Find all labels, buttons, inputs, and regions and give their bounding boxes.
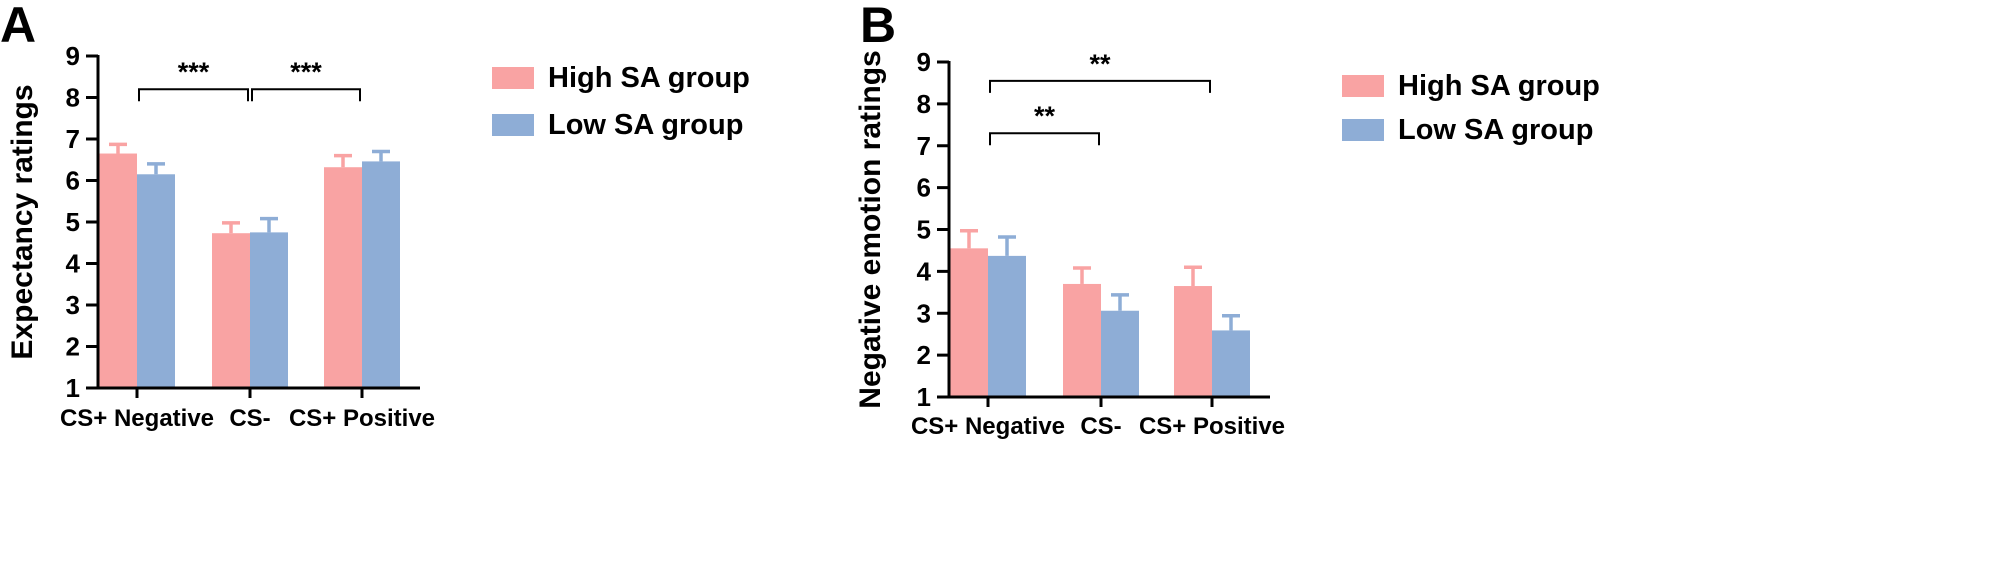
x-category-label: CS+ Positive [1139,413,1285,440]
y-tick-label: 3 [917,298,931,328]
significance-bracket: *** [251,57,361,102]
y-tick-label: 3 [66,290,80,320]
bar-high-sa-group-2 [324,167,362,388]
legend-label: High SA group [548,62,750,94]
significance-label: ** [1034,101,1056,131]
y-tick-label: 6 [917,173,931,203]
y-tick-label: 1 [66,373,80,403]
significance-label: *** [290,57,322,87]
significance-label: ** [1089,49,1111,79]
bar-high-sa-group-1 [1063,283,1101,397]
significance-bracket: *** [138,57,249,102]
y-tick-label: 4 [66,249,81,279]
significance-label: *** [178,57,210,87]
bar-high-sa-group-0 [950,248,988,397]
bracket-line [989,132,1100,146]
bar-low-sa-group-2 [1212,330,1250,397]
chart-panel-a: A 1 2 3 4 5 6 7 8 9 CS+ Negative CS- CS+ Positive Exp… [0,0,750,432]
legend-label: Low SA group [1398,114,1593,146]
bar-low-sa-group-2 [362,161,400,388]
y-axis-title: Negative emotion ratings [854,50,887,408]
legend: High SA group Low SA group [492,62,750,141]
bracket-line [989,79,1211,93]
legend-swatch-low-sa-group [1342,119,1384,141]
legend-swatch-high-sa-group [1342,75,1384,97]
legend: High SA group Low SA group [1342,70,1600,146]
bracket-line [251,88,361,102]
y-tick-label: 5 [66,207,80,237]
y-tick-label: 8 [917,89,931,119]
legend-label: Low SA group [548,109,743,141]
legend-swatch-low-sa-group [492,114,534,136]
bar-low-sa-group-0 [137,174,175,388]
x-category-label: CS- [229,405,270,432]
y-tick-label: 7 [917,131,931,161]
panel-letter: A [0,0,36,53]
legend-label: High SA group [1398,70,1600,102]
y-tick-label: 4 [917,256,932,286]
y-tick-label: 5 [917,215,931,245]
y-tick-label: 2 [66,332,80,362]
bar-high-sa-group-1 [212,233,250,388]
legend-swatch-high-sa-group [492,67,534,89]
bar-high-sa-group-0 [99,153,137,388]
panel-letter: B [860,0,896,53]
bar-low-sa-group-1 [250,232,288,388]
x-category-label: CS- [1080,413,1121,440]
y-tick-label: 8 [66,83,80,113]
significance-bracket: ** [989,49,1211,93]
y-axis-title: Expectancy ratings [6,84,39,359]
y-tick-label: 6 [66,166,80,196]
y-tick-label: 2 [917,340,931,370]
y-tick-label: 9 [66,41,80,71]
bar-low-sa-group-1 [1101,310,1139,397]
significance-bracket: ** [989,101,1100,146]
y-tick-label: 1 [917,382,931,412]
x-category-label: CS+ Negative [911,413,1065,440]
y-tick-label: 7 [66,124,80,154]
y-tick-label: 9 [917,47,931,77]
x-category-label: CS+ Negative [60,405,214,432]
chart-panel-b: B 1 2 3 4 5 6 7 8 9 CS+ Negative CS- CS+ Positive Neg… [854,0,1600,440]
bar-low-sa-group-0 [988,255,1026,397]
x-category-label: CS+ Positive [289,405,435,432]
bracket-line [138,88,249,102]
bar-high-sa-group-2 [1174,286,1212,397]
